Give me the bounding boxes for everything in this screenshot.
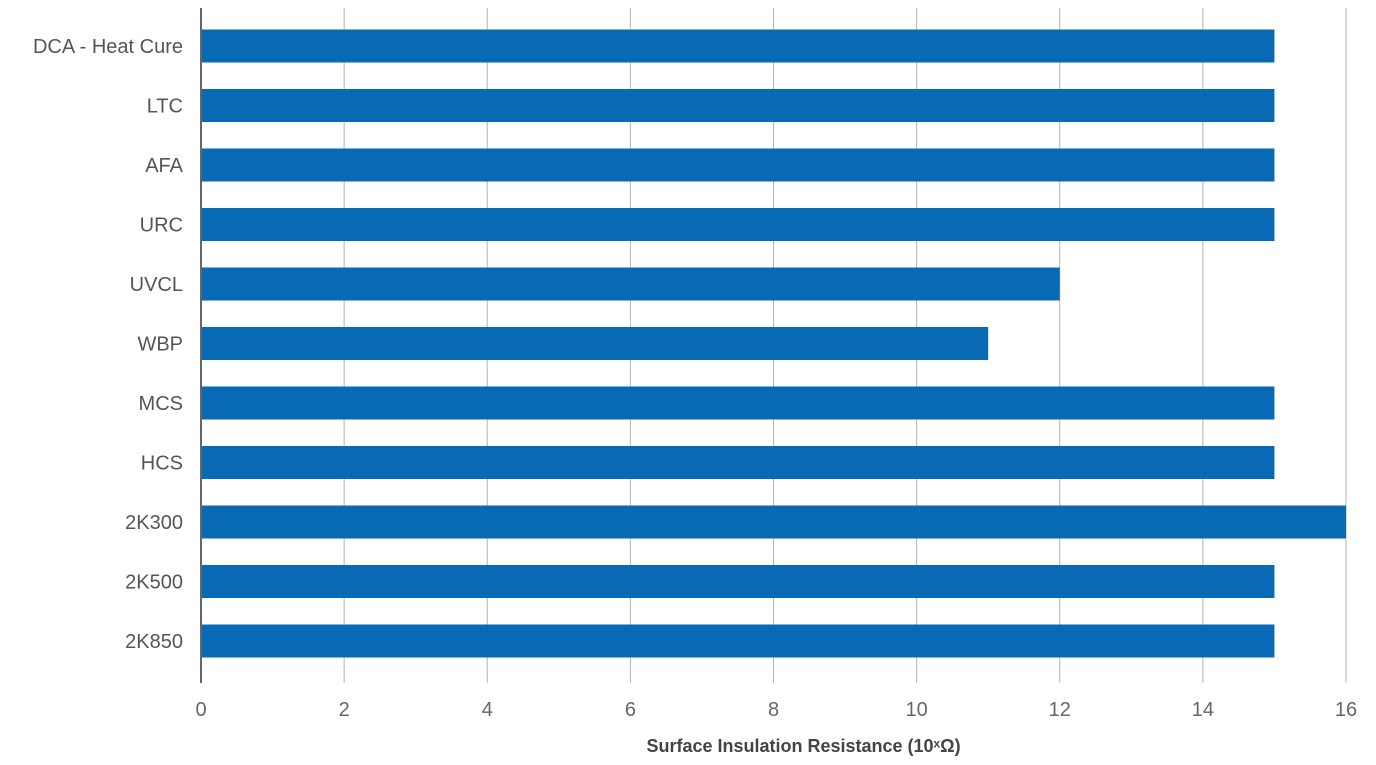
bar [201, 624, 1275, 658]
x-tick-label: 2 [339, 699, 350, 721]
bar [201, 327, 989, 360]
category-label: DCA - Heat Cure [33, 36, 183, 58]
x-tick-label: 14 [1192, 699, 1214, 721]
bar [201, 446, 1275, 479]
bar [201, 89, 1275, 122]
category-label: UVCL [130, 274, 183, 296]
tick-labels: 0 2 4 6 8 10 12 14 16 [195, 699, 1357, 721]
category-label: 2K500 [125, 572, 183, 594]
category-label: MCS [139, 393, 183, 415]
category-label: LTC [147, 96, 183, 118]
category-labels: DCA - Heat Cure LTC AFA URC UVCL WBP MCS HCS 2K3… [33, 36, 184, 653]
category-label: AFA [145, 155, 183, 177]
x-tick-label: 16 [1335, 699, 1357, 721]
bars [201, 29, 1346, 658]
category-label: WBP [137, 334, 183, 356]
bar [201, 29, 1275, 63]
bar [201, 267, 1060, 301]
category-label: HCS [141, 453, 183, 475]
bar [201, 505, 1346, 539]
category-label: URC [140, 215, 183, 237]
bar [201, 386, 1275, 420]
bar [201, 148, 1275, 182]
x-tick-label: 8 [768, 699, 779, 721]
x-tick-label: 0 [195, 699, 206, 721]
x-tick-label: 12 [1049, 699, 1071, 721]
bar [201, 565, 1275, 598]
bar [201, 208, 1275, 241]
x-tick-label: 10 [906, 699, 928, 721]
category-label: 2K300 [125, 512, 183, 534]
x-tick-label: 6 [625, 699, 636, 721]
x-tick-label: 4 [482, 699, 493, 721]
category-label: 2K850 [125, 631, 183, 653]
x-axis-title: Surface Insulation Resistance (10ˣΩ) [646, 736, 960, 756]
